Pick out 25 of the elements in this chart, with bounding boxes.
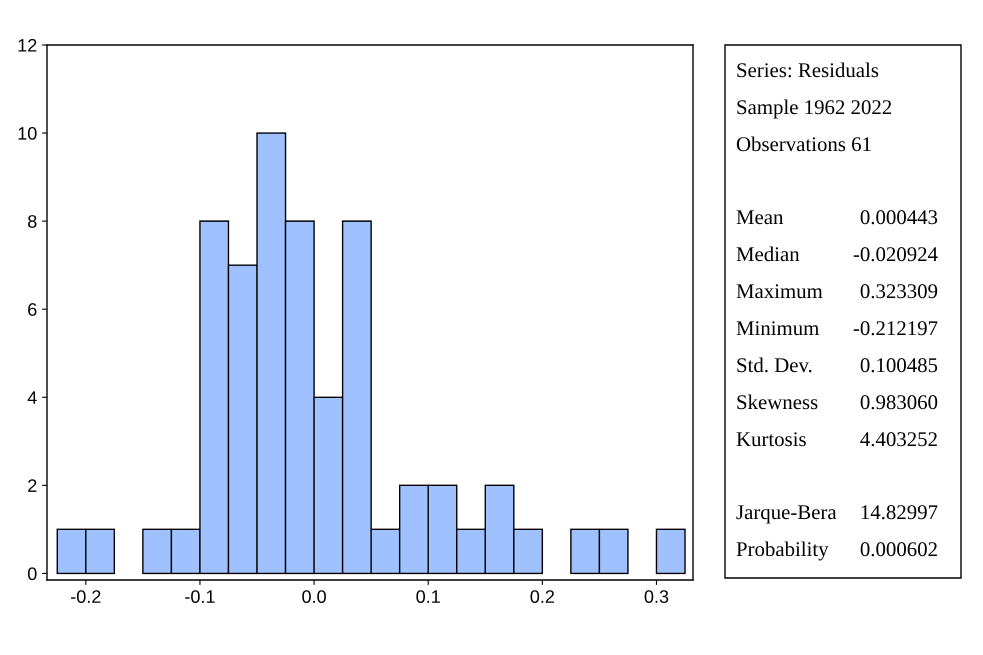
- y-tick-label: 0: [28, 567, 37, 580]
- y-tick-label: 2: [28, 479, 36, 492]
- y-tick-label: 12: [18, 38, 36, 52]
- y-tick-label: 6: [28, 303, 36, 316]
- x-tick-label: -0.1: [185, 590, 215, 603]
- y-tick-label: 8: [28, 215, 36, 228]
- y-tick-label: 10: [18, 127, 37, 140]
- x-tick-label: 0.0: [302, 590, 326, 603]
- text: Observations 61: [736, 136, 871, 152]
- text: Kurtosis 4.403252: [736, 432, 937, 446]
- text: Mean 0.000443: [736, 210, 938, 224]
- text: Maximum 0.323309: [736, 284, 938, 298]
- x-tick-label: 0.1: [416, 590, 440, 603]
- x-tick-label: 0.3: [644, 590, 668, 603]
- text: Probability 0.000602: [736, 542, 937, 560]
- text: Jarque-Bera 14.82997: [736, 505, 938, 524]
- x-tick-label: -0.2: [71, 590, 100, 603]
- text: Median -0.020924: [736, 246, 938, 262]
- text: Skewness 0.983060: [737, 394, 938, 410]
- text: Std. Dev. 0.100485: [737, 358, 938, 372]
- y-tick-label: 4: [28, 391, 37, 404]
- text: Series: Residuals: [737, 62, 878, 78]
- text: Minimum -0.212197: [736, 321, 938, 336]
- text: Sample 1962 2022: [737, 100, 892, 118]
- x-tick-label: 0.2: [530, 590, 554, 603]
